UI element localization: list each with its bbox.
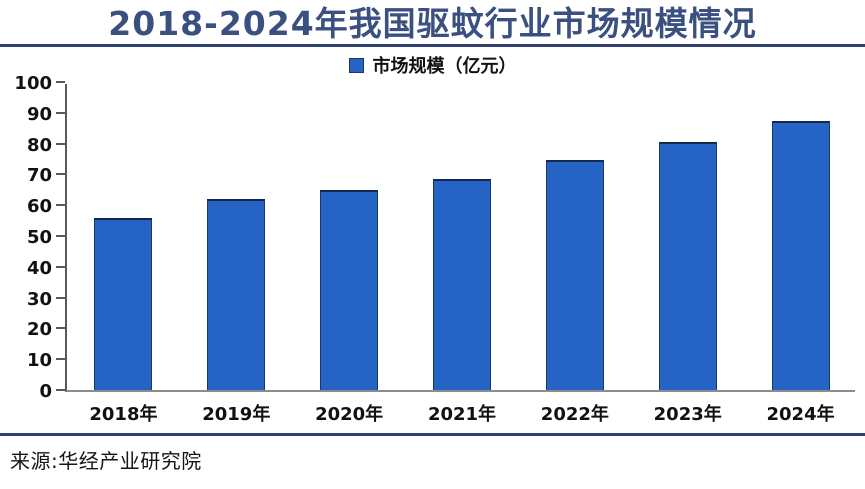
y-tick-label: 0 [39,381,52,402]
y-tick-label: 50 [26,227,52,248]
plot-area [56,81,855,392]
y-tick-label: 90 [26,103,52,125]
y-tick-mark [56,296,65,299]
y-tick-label: 100 [14,73,52,94]
y-tick-label: 20 [26,319,52,341]
y-tick-mark [56,327,65,330]
bar [207,199,265,390]
bar [320,189,378,390]
y-tick-label: 80 [26,134,52,156]
y-tick-label: 10 [26,350,52,372]
y-tick-label: 40 [26,257,52,279]
bar [659,142,717,390]
footer: 来源:华经产业研究院 [0,433,865,474]
x-axis-label: 2019年 [202,404,271,425]
x-axis-label: 2018年 [89,404,158,425]
y-tick-mark [56,204,65,207]
y-tick-mark [56,111,65,114]
chart-legend: 市场规模（亿元） [0,54,865,77]
bar [94,217,152,390]
bar [433,179,491,390]
source-text: 来源:华经产业研究院 [10,449,202,473]
y-tick-mark [56,81,65,83]
y-tick-label: 60 [26,196,52,218]
bar [772,120,830,390]
y-tick-mark [56,142,65,145]
x-axis-label: 2021年 [427,404,497,425]
y-tick-mark [56,235,65,237]
x-axis-label: 2024年 [766,404,835,425]
y-tick-mark [56,358,65,361]
chart: 0 10 20 30 40 50 60 70 80 90 100 2018年 2019年 2020年 202… [0,74,865,430]
chart-header: 2018-2024年我国驱蚊行业市场规模情况 [0,0,865,44]
legend-swatch-icon [348,57,364,73]
y-tick-label: 70 [26,165,52,187]
y-tick-mark [56,265,65,268]
bar [546,159,604,390]
y-tick-mark [56,389,65,391]
page-title: 2018-2024年我国驱蚊行业市场规模情况 [108,4,757,43]
top-divider [0,44,865,47]
x-axis-label: 2023年 [653,404,722,425]
legend-label: 市场规模（亿元） [372,56,517,77]
x-axis-label: 2022年 [540,404,609,425]
y-tick-label: 30 [26,288,52,310]
y-tick-mark [56,173,65,176]
x-axis-label: 2020年 [315,404,384,425]
